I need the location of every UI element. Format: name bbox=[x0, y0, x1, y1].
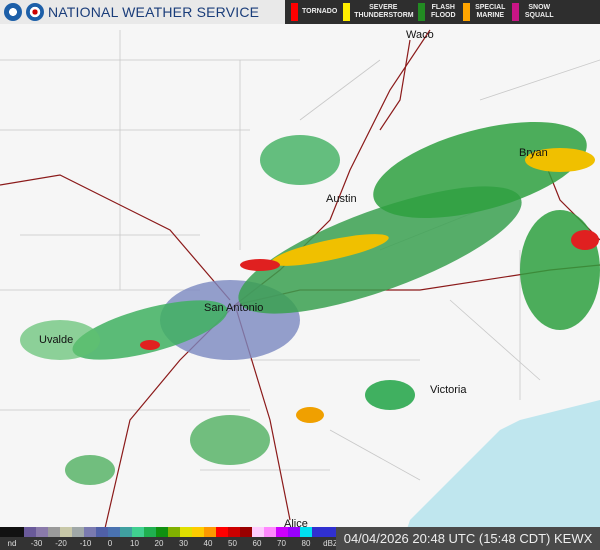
colorbar-swatch bbox=[216, 527, 228, 537]
colorbar-swatch bbox=[84, 527, 96, 537]
timestamp: 04/04/2026 20:48 UTC (15:48 CDT) KEWX bbox=[336, 527, 600, 550]
city-label: Austin bbox=[326, 193, 357, 205]
colorbar-label: 80 bbox=[301, 539, 311, 548]
colorbar-label: dBZ bbox=[323, 539, 338, 548]
city-label: Waco bbox=[406, 29, 434, 41]
header-brand: NATIONAL WEATHER SERVICE bbox=[0, 0, 285, 24]
reflectivity-colorbar: nd -30 -20 -10 0 10 20 30 40 50 60 70 80 dBZ bbox=[0, 527, 338, 550]
colorbar-label: -30 bbox=[30, 539, 43, 548]
colorbar-label: -20 bbox=[55, 539, 67, 548]
gulf-water bbox=[400, 400, 600, 550]
colorbar-swatch bbox=[228, 527, 240, 537]
legend-special-marine: SPECIAL MARINE bbox=[463, 3, 506, 21]
nws-logo bbox=[26, 3, 44, 21]
site-title: NATIONAL WEATHER SERVICE bbox=[48, 4, 260, 20]
colorbar-swatch bbox=[252, 527, 264, 537]
colorbar-swatch bbox=[276, 527, 288, 537]
colorbar-label: 0 bbox=[107, 539, 113, 548]
colorbar-label: 70 bbox=[277, 539, 286, 548]
colorbar-swatch bbox=[240, 527, 252, 537]
colorbar-swatch bbox=[132, 527, 144, 537]
colorbar-label: nd bbox=[7, 539, 17, 548]
colorbar-swatch bbox=[288, 527, 300, 537]
colorbar-label: 20 bbox=[154, 539, 164, 548]
colorbar-swatch bbox=[204, 527, 216, 537]
colorbar-label: 40 bbox=[203, 539, 213, 548]
colorbar-swatch bbox=[48, 527, 60, 537]
city-label: Uvalde bbox=[39, 334, 74, 346]
colorbar-swatch bbox=[264, 527, 276, 537]
colorbar-swatch bbox=[60, 527, 72, 537]
colorbar-swatch bbox=[156, 527, 168, 537]
colorbar-swatch bbox=[324, 527, 336, 537]
legend-snow-squall: SNOW SQUALL bbox=[512, 3, 555, 21]
colorbar-swatch bbox=[180, 527, 192, 537]
city-label: Bryan bbox=[519, 147, 548, 159]
colorbar-swatch bbox=[300, 527, 312, 537]
colorbar-swatch bbox=[96, 527, 108, 537]
colorbar-swatch bbox=[36, 527, 48, 537]
city-label: San Antonio bbox=[204, 302, 264, 314]
colorbar-swatch bbox=[312, 527, 324, 537]
warning-legend: TORNADO SEVERE THUNDERSTORM FLASH FLOOD … bbox=[285, 0, 600, 24]
legend-flash-flood: FLASH FLOOD bbox=[418, 3, 457, 21]
colorbar-label: 60 bbox=[252, 539, 262, 548]
city-label: Victoria bbox=[430, 384, 467, 396]
noaa-logo bbox=[4, 3, 22, 21]
county-lines bbox=[0, 30, 600, 481]
colorbar-swatch bbox=[168, 527, 180, 537]
colorbar-label: 10 bbox=[130, 539, 139, 548]
colorbar-swatch bbox=[192, 527, 204, 537]
colorbar-label: -10 bbox=[79, 539, 92, 548]
radar-echoes bbox=[20, 122, 600, 485]
colorbar-label: 30 bbox=[179, 539, 188, 548]
legend-tornado: TORNADO bbox=[291, 3, 337, 21]
colorbar-swatch bbox=[120, 527, 132, 537]
colorbar-swatch bbox=[144, 527, 156, 537]
colorbar-swatch bbox=[108, 527, 120, 537]
legend-severe-thunderstorm: SEVERE THUNDERSTORM bbox=[343, 3, 414, 21]
colorbar-swatch bbox=[72, 527, 84, 537]
colorbar-label: 50 bbox=[228, 539, 237, 548]
colorbar-swatch bbox=[12, 527, 24, 537]
colorbar-swatch bbox=[24, 527, 36, 537]
colorbar-swatch bbox=[0, 527, 12, 537]
